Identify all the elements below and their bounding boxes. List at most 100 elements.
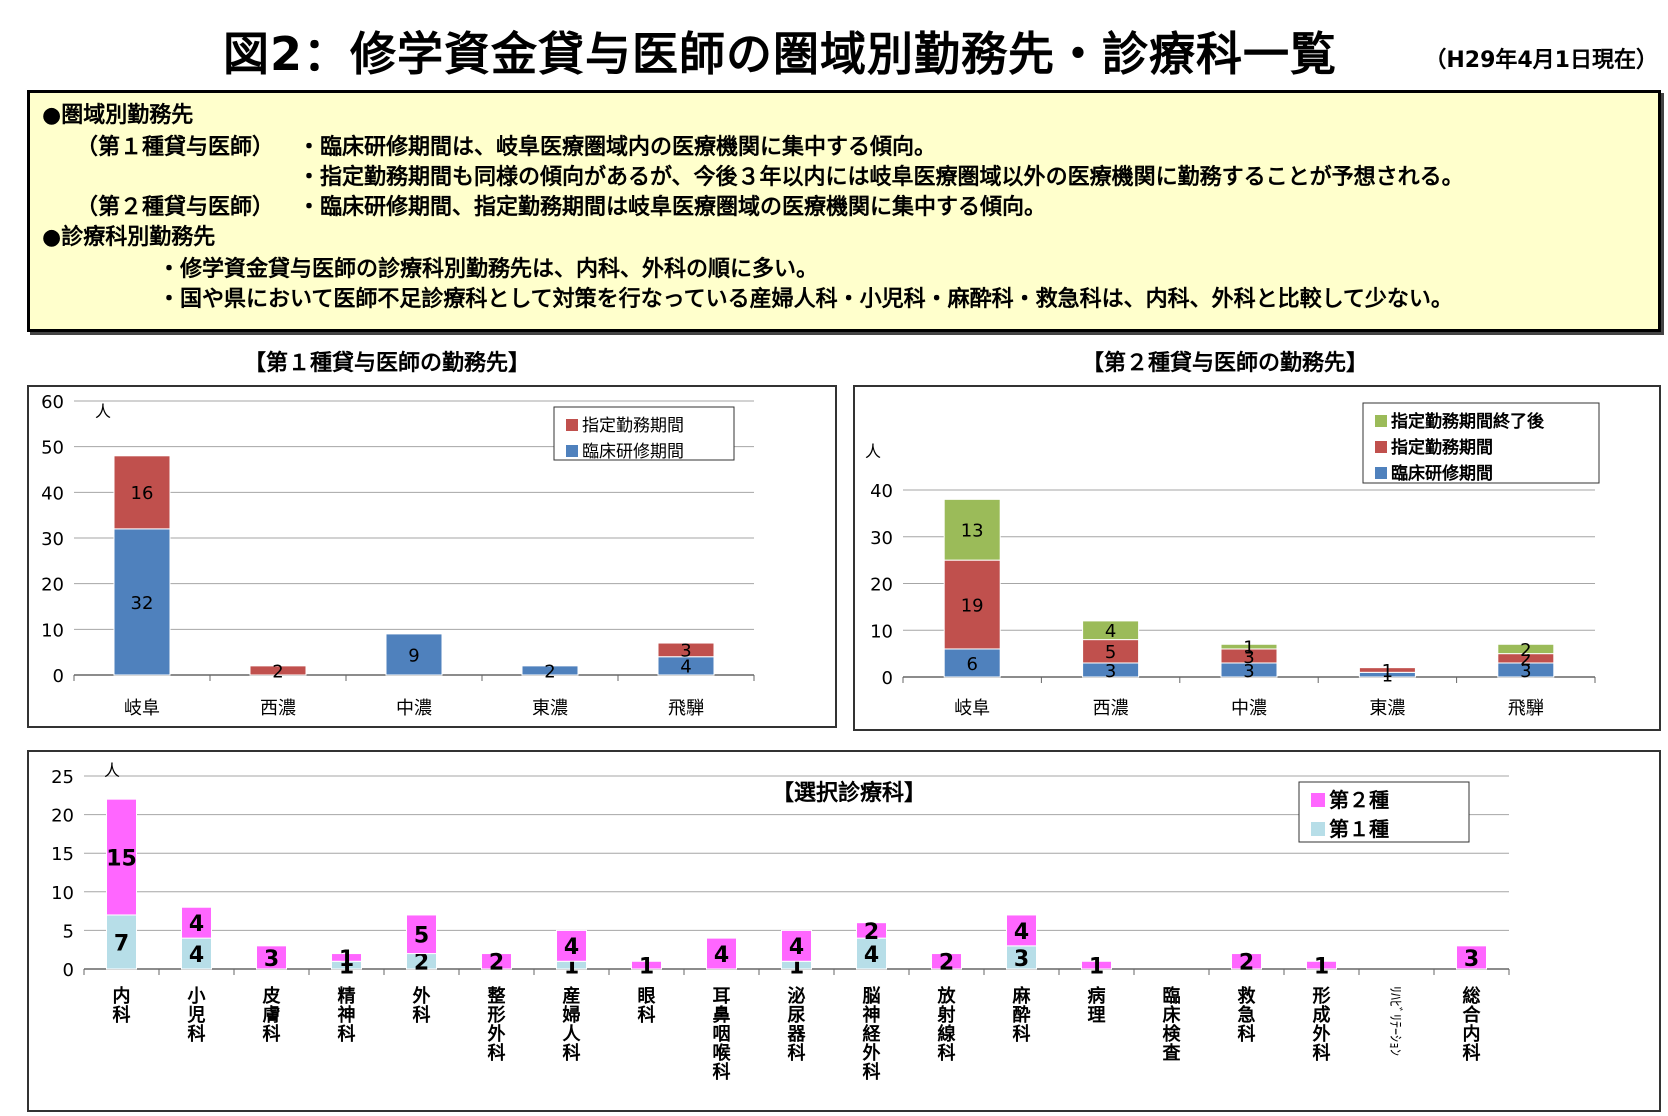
x-category-char: 科 <box>1238 1023 1256 1045</box>
data-label: 2 <box>414 951 429 976</box>
bar-第２種-小児科 <box>181 906 212 939</box>
y-tick-label: 15 <box>51 844 74 865</box>
data-label: 3 <box>1243 661 1254 682</box>
data-label: 2 <box>272 661 283 682</box>
x-category-char: 児 <box>187 1005 206 1026</box>
x-category-label: 放射線科 <box>937 985 957 1064</box>
legend-label: 指定勤務期間終了後 <box>1391 411 1545 432</box>
chart1-panel: 0 10 20 30 40 50 60 人 32 16 2 9 2 4 3 岐阜 西濃 中濃 東濃 飛騨 指定勤務期間臨… <box>27 385 837 728</box>
x-category-char: 内 <box>1463 1023 1481 1045</box>
x-category-label: 中濃 <box>1231 698 1267 719</box>
data-label: 2 <box>489 951 504 976</box>
data-label: 5 <box>414 924 429 949</box>
data-label: 16 <box>131 483 154 504</box>
data-label: 4 <box>564 935 579 960</box>
data-label: 2 <box>544 661 555 682</box>
data-label: 7 <box>114 931 129 956</box>
date-label: （H29年4月1日現在） <box>1424 48 1658 73</box>
data-label: 1 <box>1382 666 1393 687</box>
x-category-label: 救急科 <box>1238 985 1256 1045</box>
x-category-label: 皮膚科 <box>263 985 281 1045</box>
x-category-char: 急 <box>1238 1004 1256 1026</box>
legend-swatch <box>1375 467 1387 479</box>
legend-swatch <box>566 419 578 431</box>
bar-第２種-放射線科 <box>931 953 962 970</box>
data-label: 2 <box>1520 640 1531 661</box>
x-category-label: 岐阜 <box>124 698 160 719</box>
bar-第２種-皮膚科 <box>256 945 287 970</box>
data-label: 1 <box>339 947 354 972</box>
legend-box <box>553 406 735 461</box>
x-category-char: 射 <box>937 1004 956 1026</box>
x-category-char: 耳 <box>713 986 731 1007</box>
x-category-char: 科 <box>788 1042 806 1064</box>
data-label: 1 <box>1243 637 1254 658</box>
bar-指定勤務期間-飛騨 <box>657 642 715 658</box>
x-category-char: 科 <box>563 1042 581 1064</box>
chart1-title: 【第１種貸与医師の勤務先】 <box>244 351 531 376</box>
x-category-char: 科 <box>863 1061 881 1083</box>
x-category-char: 科 <box>1463 1042 1481 1064</box>
data-label: 4 <box>189 943 204 968</box>
bar-第２種-精神科 <box>331 953 362 962</box>
x-category-char: 外 <box>413 985 431 1007</box>
x-category-char: 内 <box>113 985 131 1007</box>
legend-box <box>1298 781 1470 843</box>
x-category-char: 科 <box>263 1023 281 1045</box>
x-category-char: 科 <box>338 1023 356 1045</box>
bar-第２種-形成外科 <box>1306 960 1337 970</box>
bar-臨床研修期間-東濃 <box>521 665 579 676</box>
y-tick-label: 0 <box>53 666 64 687</box>
x-category-char: 科 <box>1313 1042 1331 1064</box>
data-label: 4 <box>1014 920 1029 945</box>
y-tick-label: 5 <box>63 921 74 942</box>
x-category-char: 鼻 <box>713 1004 731 1026</box>
x-category-char: 咽 <box>713 1024 731 1045</box>
x-category-char: 泌 <box>788 985 806 1007</box>
data-label: 5 <box>1105 642 1116 663</box>
y-tick-label: 25 <box>51 767 74 788</box>
x-category-label: 眼科 <box>638 986 656 1026</box>
x-category-label: 外科 <box>413 985 431 1026</box>
bar-第１種-小児科 <box>181 937 212 970</box>
x-category-char: 経 <box>863 1023 882 1045</box>
x-category-char: 検 <box>1163 1023 1182 1045</box>
x-category-char: 査 <box>1163 1042 1181 1064</box>
legend-label: 第２種 <box>1329 788 1389 812</box>
data-label: 3 <box>1243 647 1254 668</box>
legend-swatch <box>1311 822 1325 836</box>
bar-臨床研修期間-岐阜 <box>113 528 171 676</box>
y-axis-unit: 人 <box>104 761 120 780</box>
summary-type1-line2: ・指定勤務期間も同様の傾向があるが、今後３年以内には岐阜医療圏域以外の医療機関に… <box>298 165 1464 190</box>
data-label: 2 <box>1520 649 1531 670</box>
x-category-char: 外 <box>488 1023 506 1045</box>
x-category-char: 科 <box>1013 1023 1031 1045</box>
legend-swatch <box>1311 793 1325 807</box>
x-category-char: 床 <box>1163 1004 1182 1026</box>
y-tick-label: 10 <box>41 620 64 641</box>
bar-第２種-麻酔科 <box>1006 914 1037 947</box>
x-category-char: 産 <box>563 985 581 1007</box>
bar-第２種-眼科 <box>631 960 662 970</box>
bar-指定勤務期間終了後-西濃 <box>1082 620 1140 641</box>
x-category-char: 外 <box>1313 1023 1331 1045</box>
x-category-label: ﾘﾊﾋﾞﾘﾃｰｼｮﾝ <box>1387 986 1403 1056</box>
data-label: 9 <box>408 645 419 666</box>
x-category-char: 科 <box>713 1061 731 1083</box>
bar-第２種-救急科 <box>1231 953 1262 970</box>
x-category-char: 人 <box>563 1024 582 1045</box>
page-title: 図2：修学資金貸与医師の圏域別勤務先・診療科一覧 <box>222 27 1337 81</box>
data-label: 19 <box>961 595 984 616</box>
x-category-char: 尿 <box>788 1005 806 1026</box>
y-tick-label: 30 <box>41 529 64 550</box>
bar-指定勤務期間-西濃 <box>249 665 307 676</box>
bar-指定勤務期間-東濃 <box>1358 667 1416 673</box>
y-tick-label: 20 <box>51 806 74 827</box>
data-label: 4 <box>714 943 729 968</box>
x-category-char: 放 <box>937 985 957 1007</box>
x-category-char: 眼 <box>638 986 656 1007</box>
y-axis-unit: 人 <box>865 442 881 461</box>
data-label: 3 <box>1520 661 1531 682</box>
